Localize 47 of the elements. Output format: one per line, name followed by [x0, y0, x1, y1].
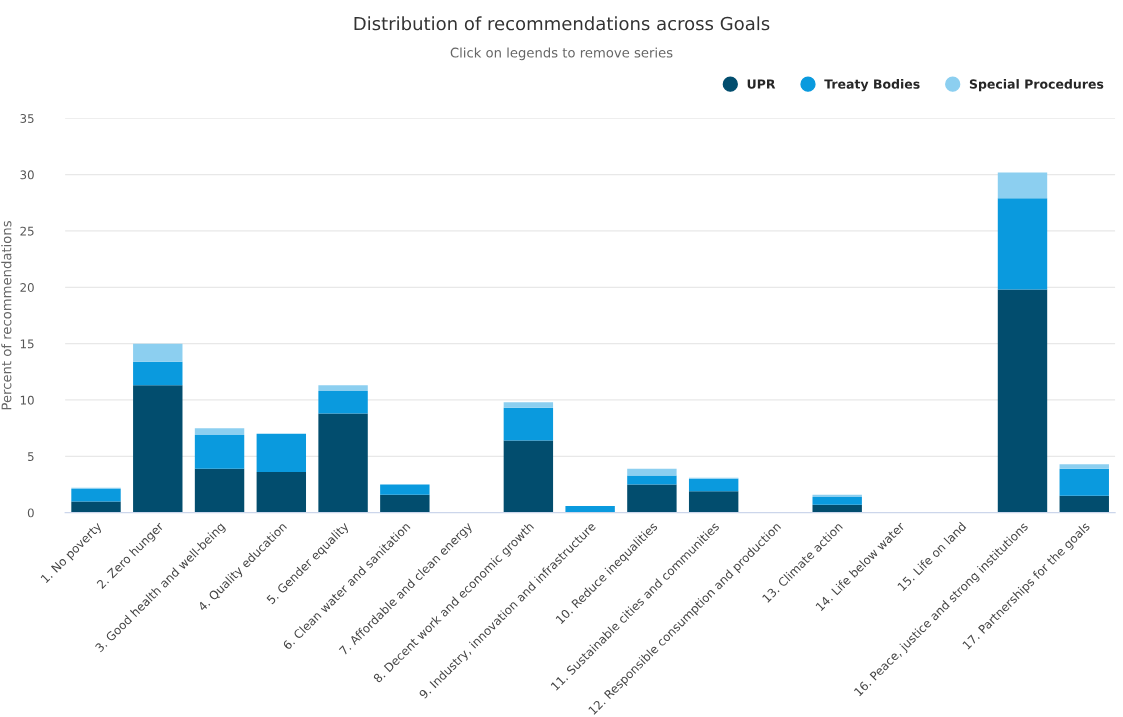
bar: [133, 343, 183, 362]
bar: [133, 385, 183, 513]
legend-label: Treaty Bodies: [824, 79, 920, 92]
bar: [688, 478, 739, 492]
bar: [194, 428, 245, 435]
y-tick-label: 0: [27, 508, 34, 518]
bar: [997, 289, 1048, 513]
y-tick-label: 25: [20, 226, 34, 236]
bar: [71, 488, 121, 502]
bar: [627, 484, 677, 513]
bar: [318, 413, 368, 513]
bar: [71, 501, 121, 513]
bar: [627, 475, 677, 485]
bar: [380, 484, 430, 495]
legend-label: Special Procedures: [969, 79, 1104, 92]
bar: [1059, 464, 1109, 469]
bar: [503, 407, 554, 441]
bar: [1059, 468, 1109, 496]
legend-label: UPR: [747, 79, 776, 89]
bar: [812, 496, 862, 505]
bar: [997, 198, 1048, 290]
bar: [565, 505, 615, 513]
chart-title: Distribution of recommendations across Goals: [354, 16, 770, 31]
bar: [380, 494, 430, 513]
bar: [318, 390, 368, 414]
bar: [133, 361, 183, 386]
bar: [688, 491, 739, 513]
bar: [194, 468, 245, 513]
bar: [997, 172, 1048, 199]
bar: [812, 494, 862, 497]
y-tick-label: 10: [20, 395, 34, 405]
bar: [256, 433, 307, 473]
chart-subtitle: Click on legends to remove series: [450, 47, 673, 61]
bar: [194, 434, 245, 469]
bar: [1059, 495, 1109, 513]
bar: [627, 468, 677, 476]
y-tick-label: 30: [20, 170, 34, 180]
bar: [812, 504, 862, 513]
y-tick-label: 35: [20, 114, 34, 123]
y-tick-label: 20: [20, 283, 34, 292]
y-axis-title: Percent of recommendations: [1, 221, 12, 410]
bar: [503, 402, 554, 408]
y-tick-label: 5: [27, 452, 34, 461]
bar: [318, 385, 368, 391]
bar: [256, 472, 307, 513]
y-tick-label: 15: [20, 339, 34, 349]
bar: [503, 440, 554, 513]
